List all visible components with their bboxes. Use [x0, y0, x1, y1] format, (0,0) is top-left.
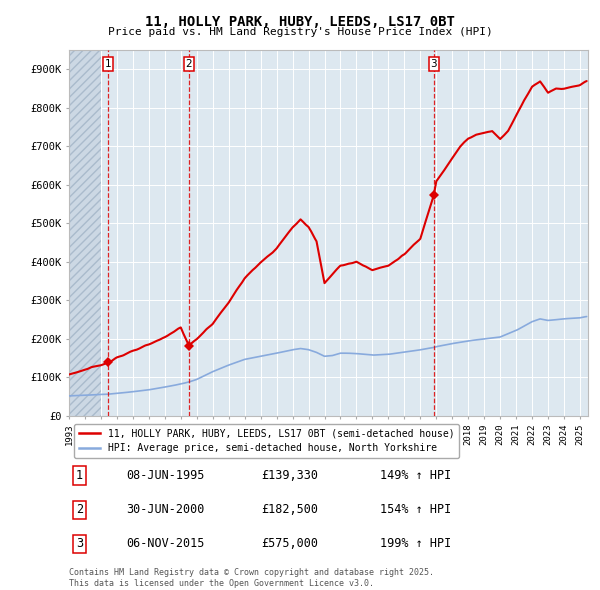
- Text: 08-JUN-1995: 08-JUN-1995: [126, 469, 205, 482]
- Bar: [69, 50, 101, 416]
- Text: 1: 1: [104, 59, 111, 69]
- Text: Price paid vs. HM Land Registry's House Price Index (HPI): Price paid vs. HM Land Registry's House …: [107, 27, 493, 37]
- Text: 2: 2: [76, 503, 83, 516]
- Legend: 11, HOLLY PARK, HUBY, LEEDS, LS17 0BT (semi-detached house), HPI: Average price,: 11, HOLLY PARK, HUBY, LEEDS, LS17 0BT (s…: [74, 424, 460, 458]
- Text: 3: 3: [431, 59, 437, 69]
- Text: 11, HOLLY PARK, HUBY, LEEDS, LS17 0BT: 11, HOLLY PARK, HUBY, LEEDS, LS17 0BT: [145, 15, 455, 29]
- Text: 154% ↑ HPI: 154% ↑ HPI: [380, 503, 452, 516]
- Text: £182,500: £182,500: [261, 503, 318, 516]
- Text: 199% ↑ HPI: 199% ↑ HPI: [380, 537, 452, 550]
- Text: 3: 3: [76, 537, 83, 550]
- Text: £575,000: £575,000: [261, 537, 318, 550]
- Text: 30-JUN-2000: 30-JUN-2000: [126, 503, 205, 516]
- Text: £139,330: £139,330: [261, 469, 318, 482]
- Text: 06-NOV-2015: 06-NOV-2015: [126, 537, 205, 550]
- Text: 2: 2: [185, 59, 192, 69]
- Text: 149% ↑ HPI: 149% ↑ HPI: [380, 469, 452, 482]
- Text: Contains HM Land Registry data © Crown copyright and database right 2025.
This d: Contains HM Land Registry data © Crown c…: [69, 568, 434, 588]
- Text: 1: 1: [76, 469, 83, 482]
